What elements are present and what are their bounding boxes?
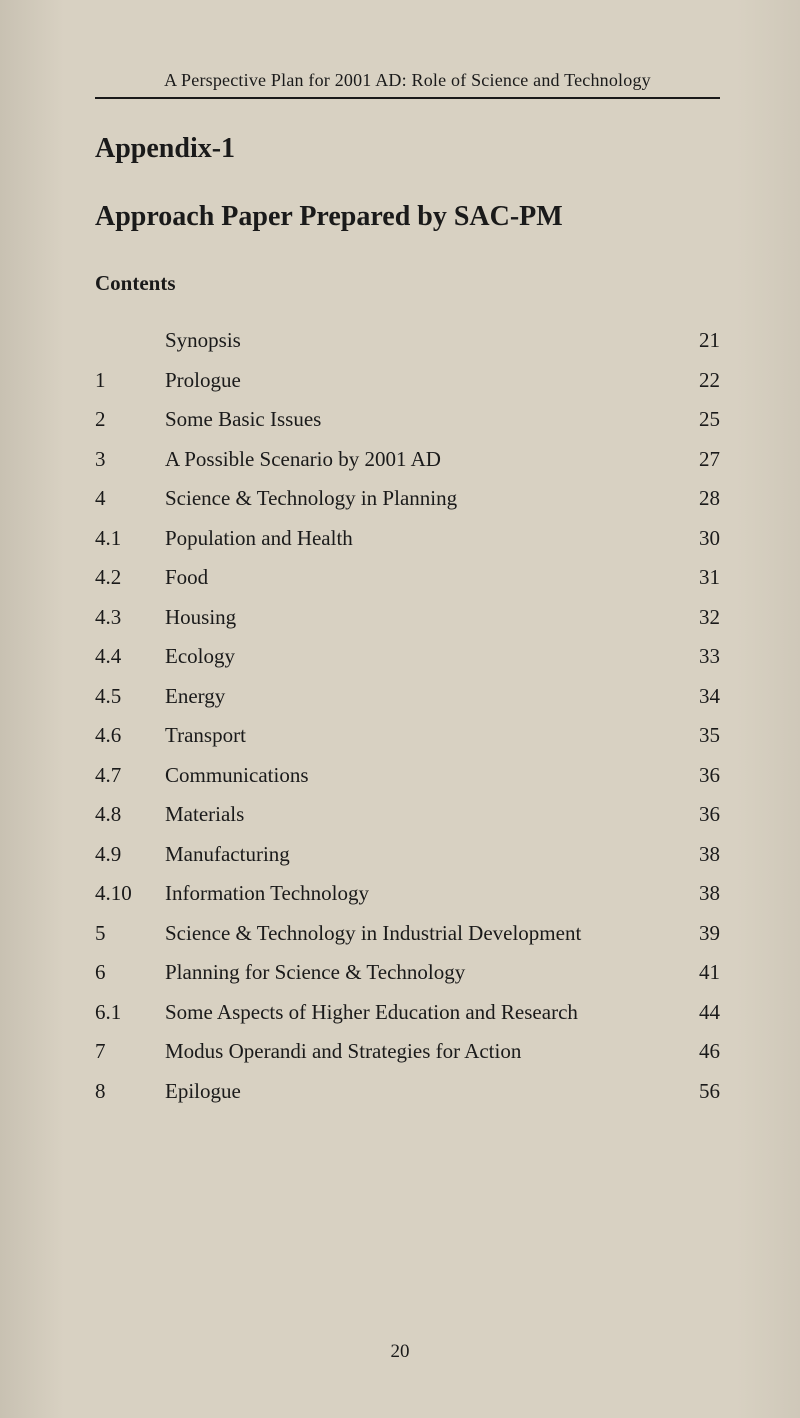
toc-entry-title: Transport — [165, 725, 680, 746]
toc-entry-number: 4.5 — [95, 686, 165, 707]
toc-entry-page: 36 — [680, 804, 720, 825]
page: A Perspective Plan for 2001 AD: Role of … — [0, 0, 800, 1418]
toc-entry-title: Population and Health — [165, 528, 680, 549]
toc-entry-number: 4.1 — [95, 528, 165, 549]
toc-entry-number: 4.3 — [95, 607, 165, 628]
toc-entry-page: 41 — [680, 962, 720, 983]
toc-entry-page: 38 — [680, 844, 720, 865]
toc-row: 4.6 Transport 35 — [95, 725, 720, 746]
contents-label: Contents — [95, 271, 720, 296]
toc-entry-title: Some Basic Issues — [165, 409, 680, 430]
toc-row: 4 Science & Technology in Planning 28 — [95, 488, 720, 509]
toc-entry-page: 46 — [680, 1041, 720, 1062]
toc-entry-title: Food — [165, 567, 680, 588]
section-title: Approach Paper Prepared by SAC-PM — [95, 201, 720, 233]
toc-row: 3 A Possible Scenario by 2001 AD 27 — [95, 449, 720, 470]
toc-entry-title: A Possible Scenario by 2001 AD — [165, 449, 680, 470]
toc-entry-page: 27 — [680, 449, 720, 470]
toc-entry-number: 7 — [95, 1041, 165, 1062]
toc-row: 6.1 Some Aspects of Higher Education and… — [95, 1002, 720, 1023]
toc-row: 2 Some Basic Issues 25 — [95, 409, 720, 430]
page-number: 20 — [0, 1341, 800, 1363]
toc-entry-number: 4.9 — [95, 844, 165, 865]
toc-entry-title: Ecology — [165, 646, 680, 667]
toc-row: 4.8 Materials 36 — [95, 804, 720, 825]
toc-entry-page: 25 — [680, 409, 720, 430]
toc-row: 4.7 Communications 36 — [95, 765, 720, 786]
toc-entry-title: Science & Technology in Industrial Devel… — [165, 923, 680, 944]
toc-entry-page: 56 — [680, 1081, 720, 1102]
toc-entry-title: Energy — [165, 686, 680, 707]
toc-entry-number: 4.2 — [95, 567, 165, 588]
toc-entry-page: 39 — [680, 923, 720, 944]
toc-row: 4.10 Information Technology 38 — [95, 883, 720, 904]
toc-entry-page: 31 — [680, 567, 720, 588]
toc-entry-title: Epilogue — [165, 1081, 680, 1102]
toc-entry-number: 6.1 — [95, 1002, 165, 1023]
toc-entry-number: 4 — [95, 488, 165, 509]
toc-entry-number: 4.7 — [95, 765, 165, 786]
toc-entry-page: 38 — [680, 883, 720, 904]
running-head: A Perspective Plan for 2001 AD: Role of … — [95, 70, 720, 99]
toc-entry-number: 8 — [95, 1081, 165, 1102]
toc-row: 4.1 Population and Health 30 — [95, 528, 720, 549]
toc-entry-title: Housing — [165, 607, 680, 628]
toc-entry-number: 3 — [95, 449, 165, 470]
toc-entry-title: Science & Technology in Planning — [165, 488, 680, 509]
toc-entry-page: 21 — [680, 330, 720, 351]
toc-entry-number: 4.10 — [95, 883, 165, 904]
toc-row: 8 Epilogue 56 — [95, 1081, 720, 1102]
toc-entry-page: 32 — [680, 607, 720, 628]
toc-entry-page: 22 — [680, 370, 720, 391]
appendix-title: Appendix-1 — [95, 133, 720, 165]
table-of-contents: Synopsis 21 1 Prologue 22 2 Some Basic I… — [95, 330, 720, 1102]
toc-entry-title: Materials — [165, 804, 680, 825]
toc-entry-number: 4.6 — [95, 725, 165, 746]
toc-entry-title: Planning for Science & Technology — [165, 962, 680, 983]
toc-entry-title: Some Aspects of Higher Education and Res… — [165, 1002, 680, 1023]
toc-entry-page: 44 — [680, 1002, 720, 1023]
toc-entry-number: 6 — [95, 962, 165, 983]
toc-row: 6 Planning for Science & Technology 41 — [95, 962, 720, 983]
toc-entry-title: Synopsis — [165, 330, 680, 351]
toc-row: 5 Science & Technology in Industrial Dev… — [95, 923, 720, 944]
toc-row: 4.2 Food 31 — [95, 567, 720, 588]
toc-entry-page: 35 — [680, 725, 720, 746]
toc-entry-number: 4.4 — [95, 646, 165, 667]
toc-entry-page: 34 — [680, 686, 720, 707]
toc-entry-page: 30 — [680, 528, 720, 549]
toc-row: Synopsis 21 — [95, 330, 720, 351]
toc-row: 4.4 Ecology 33 — [95, 646, 720, 667]
toc-row: 7 Modus Operandi and Strategies for Acti… — [95, 1041, 720, 1062]
toc-row: 4.5 Energy 34 — [95, 686, 720, 707]
toc-entry-title: Information Technology — [165, 883, 680, 904]
toc-row: 4.3 Housing 32 — [95, 607, 720, 628]
toc-row: 4.9 Manufacturing 38 — [95, 844, 720, 865]
toc-entry-page: 33 — [680, 646, 720, 667]
toc-entry-title: Prologue — [165, 370, 680, 391]
toc-entry-number: 5 — [95, 923, 165, 944]
toc-entry-page: 36 — [680, 765, 720, 786]
toc-entry-title: Manufacturing — [165, 844, 680, 865]
toc-entry-number: 4.8 — [95, 804, 165, 825]
toc-entry-number: 2 — [95, 409, 165, 430]
toc-entry-title: Modus Operandi and Strategies for Action — [165, 1041, 680, 1062]
toc-entry-page: 28 — [680, 488, 720, 509]
toc-row: 1 Prologue 22 — [95, 370, 720, 391]
toc-entry-title: Communications — [165, 765, 680, 786]
toc-entry-number: 1 — [95, 370, 165, 391]
